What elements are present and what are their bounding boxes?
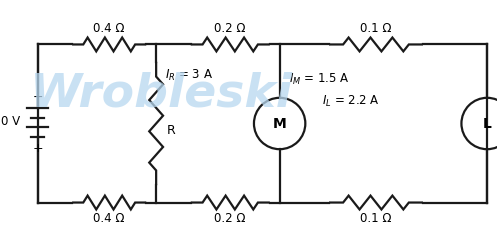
Text: 120 V: 120 V [0,115,20,127]
Text: 0.1 Ω: 0.1 Ω [360,212,392,226]
Text: $I_M$ = 1.5 A: $I_M$ = 1.5 A [288,71,349,87]
Text: 0.4 Ω: 0.4 Ω [94,212,125,226]
Text: 0.2 Ω: 0.2 Ω [214,212,246,226]
Text: 0.2 Ω: 0.2 Ω [214,21,246,35]
Text: +: + [32,142,43,155]
Text: R: R [167,124,176,137]
Text: $I_R$ = 3 A: $I_R$ = 3 A [165,67,213,83]
Text: 0.1 Ω: 0.1 Ω [360,21,392,35]
Text: 0.4 Ω: 0.4 Ω [94,21,125,35]
Text: −: − [32,91,43,104]
Text: $I_L$ = 2.2 A: $I_L$ = 2.2 A [322,94,379,109]
Text: M: M [273,117,286,130]
Text: Wrobleski: Wrobleski [30,71,293,116]
Text: L: L [482,117,492,130]
